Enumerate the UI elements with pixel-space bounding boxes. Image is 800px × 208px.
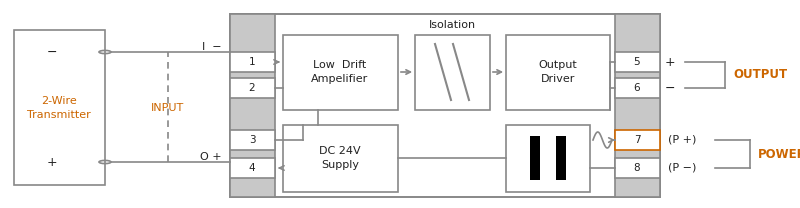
Text: POWER: POWER bbox=[758, 147, 800, 161]
Bar bbox=[230, 158, 275, 178]
Text: Isolation: Isolation bbox=[429, 20, 475, 30]
Bar bbox=[506, 125, 590, 192]
Bar bbox=[283, 35, 398, 110]
Bar bbox=[615, 158, 660, 178]
Text: 1: 1 bbox=[249, 57, 255, 67]
Bar bbox=[230, 14, 275, 197]
Text: DC 24V
Supply: DC 24V Supply bbox=[319, 146, 361, 170]
Text: Low  Drift
Ampelifier: Low Drift Ampelifier bbox=[311, 60, 369, 84]
Bar bbox=[615, 78, 660, 98]
Bar bbox=[615, 52, 660, 72]
Bar bbox=[283, 125, 398, 192]
Text: 8: 8 bbox=[634, 163, 640, 173]
Bar bbox=[415, 35, 490, 110]
Bar bbox=[14, 30, 105, 185]
Bar bbox=[230, 14, 660, 197]
Text: +: + bbox=[46, 156, 58, 168]
Text: −: − bbox=[665, 82, 675, 94]
Text: −: − bbox=[46, 46, 58, 58]
Bar bbox=[530, 136, 540, 180]
Text: OUTPUT: OUTPUT bbox=[733, 68, 787, 82]
Text: Output
Driver: Output Driver bbox=[538, 60, 578, 84]
Text: +: + bbox=[665, 56, 675, 68]
Text: 4: 4 bbox=[249, 163, 255, 173]
Text: (P −): (P −) bbox=[668, 163, 696, 173]
Text: 6: 6 bbox=[634, 83, 640, 93]
Text: INPUT: INPUT bbox=[151, 103, 185, 113]
Bar bbox=[556, 136, 566, 180]
Bar bbox=[230, 130, 275, 150]
Bar bbox=[230, 52, 275, 72]
Text: O +: O + bbox=[200, 152, 222, 162]
Text: I  −: I − bbox=[202, 42, 222, 52]
Bar bbox=[615, 14, 660, 197]
Text: (P +): (P +) bbox=[668, 135, 696, 145]
Text: 2-Wire
Transmitter: 2-Wire Transmitter bbox=[27, 96, 91, 120]
Bar bbox=[506, 35, 610, 110]
Text: 7: 7 bbox=[634, 135, 640, 145]
Bar bbox=[230, 78, 275, 98]
Bar bbox=[615, 130, 660, 150]
Text: 3: 3 bbox=[249, 135, 255, 145]
Text: 5: 5 bbox=[634, 57, 640, 67]
Text: 2: 2 bbox=[249, 83, 255, 93]
